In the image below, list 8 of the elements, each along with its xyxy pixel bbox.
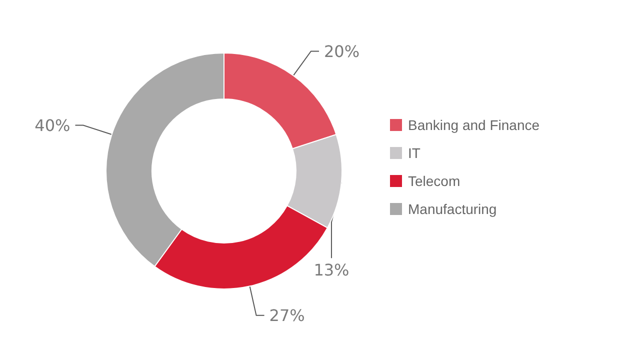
data-label: 20% <box>324 42 360 61</box>
legend-label: IT <box>408 145 421 161</box>
legend-label: Manufacturing <box>408 201 497 217</box>
legend-label: Telecom <box>408 173 460 189</box>
data-label: 27% <box>269 306 305 325</box>
data-label: 13% <box>314 260 350 280</box>
legend-label: Banking and Finance <box>408 117 540 133</box>
data-label: 40% <box>34 116 70 135</box>
